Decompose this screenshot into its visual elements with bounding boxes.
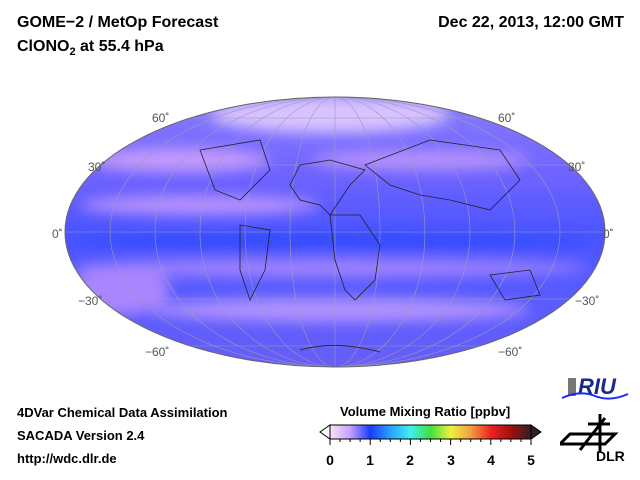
colorbar-label: Volume Mixing Ratio [ppbv] (340, 404, 511, 419)
lat-label-left-60s: −60˚ (145, 345, 170, 359)
riu-logo-text: RIU (578, 374, 616, 399)
lat-label-right-0: 0˚ (603, 227, 614, 241)
colorbar-tick-1: 1 (366, 452, 374, 468)
footer-url[interactable]: http://wdc.dlr.de (17, 451, 117, 466)
species-level: at 55.4 hPa (75, 38, 164, 55)
lat-label-left-30s: −30˚ (78, 294, 103, 308)
colorbar-tick-0: 0 (326, 452, 334, 468)
dlr-logo: DLR (556, 412, 630, 467)
forecast-datetime: Dec 22, 2013, 12:00 GMT (438, 14, 624, 31)
lat-label-right-60s: −60˚ (498, 345, 523, 359)
species-subscript: 2 (69, 46, 76, 59)
colorbar-gradient (329, 424, 532, 440)
species-name: ClONO (17, 38, 70, 55)
lat-label-left-0: 0˚ (52, 227, 63, 241)
lat-label-left-60n: 60˚ (152, 111, 170, 125)
footer-line-1: 4DVar Chemical Data Assimilation (17, 405, 228, 420)
colorbar (319, 424, 542, 445)
lat-label-left-30n: 30˚ (88, 160, 106, 174)
colorbar-tick-4: 4 (487, 452, 495, 468)
dlr-logo-text: DLR (596, 448, 625, 464)
colorbar-over-arrow (530, 424, 542, 440)
species-title: ClONO2 at 55.4 hPa (17, 38, 164, 58)
product-title: GOME−2 / MetOp Forecast (17, 14, 219, 31)
colorbar-under-arrow (319, 424, 331, 440)
colorbar-tick-5: 5 (527, 452, 535, 468)
lat-label-right-60n: 60˚ (498, 111, 516, 125)
colorbar-tick-2: 2 (406, 452, 414, 468)
coastlines (199, 139, 541, 353)
lat-label-right-30n: 30˚ (568, 160, 586, 174)
footer-line-2: SACADA Version 2.4 (17, 428, 145, 443)
lat-label-right-30s: −30˚ (575, 294, 600, 308)
colorbar-tick-3: 3 (447, 452, 455, 468)
map-border (64, 96, 606, 368)
riu-logo: RIU (560, 372, 630, 402)
